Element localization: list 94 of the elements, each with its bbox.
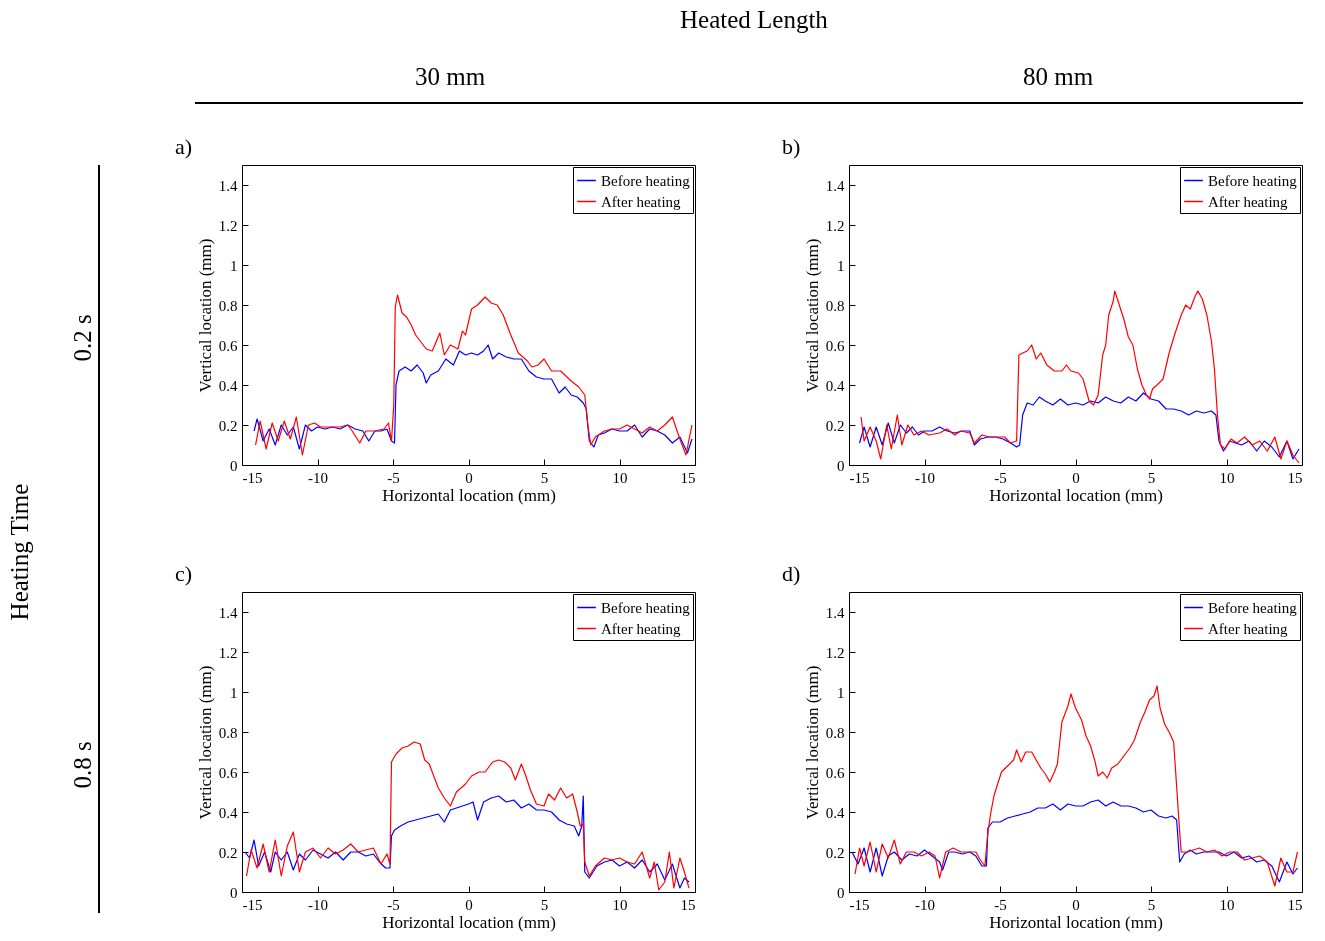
y-tick-label: 0.2 — [825, 844, 845, 861]
y-tick-label: 1.2 — [218, 217, 238, 234]
x-axis-title: Horizontal location (mm) — [382, 485, 556, 505]
legend-label: After heating — [601, 193, 682, 210]
x-tick-label: -10 — [915, 896, 935, 913]
x-tick-label: 10 — [612, 469, 628, 486]
x-tick-label: -5 — [387, 896, 400, 913]
line-series — [254, 294, 693, 456]
y-axis-title: Vertical location (mm) — [802, 665, 822, 820]
y-tick-label: 1 — [837, 684, 845, 701]
x-tick-label: -15 — [849, 896, 870, 913]
x-axis-title: Horizontal location (mm) — [382, 912, 556, 932]
x-tick-label: 5 — [540, 469, 549, 486]
y-tick-label: 0.4 — [825, 377, 845, 394]
y-tick-label: 0 — [230, 884, 238, 901]
x-tick-label: -15 — [242, 469, 263, 486]
legend-label: Before heating — [601, 172, 691, 189]
x-tick-label: 0 — [465, 469, 473, 486]
text: 0.2 s — [68, 314, 97, 362]
x-tick-label: 15 — [680, 896, 696, 913]
y-tick-label: 1 — [230, 684, 238, 701]
legend-label: After heating — [601, 620, 682, 637]
text: 80 mm — [1023, 63, 1094, 91]
y-tick-label: 1.4 — [825, 177, 845, 194]
text: Heated Length — [680, 6, 828, 34]
legend-label: After heating — [1208, 620, 1289, 637]
y-tick-label: 0.6 — [218, 764, 238, 781]
x-tick-label: 10 — [1219, 469, 1235, 486]
y-tick-label: 0.8 — [218, 297, 238, 314]
y-tick-label: 0.4 — [825, 804, 845, 821]
x-axis-title: Horizontal location (mm) — [989, 912, 1163, 932]
y-tick-label: 1 — [837, 257, 845, 274]
legend-label: Before heating — [601, 599, 691, 616]
line-series — [253, 344, 693, 454]
x-tick-label: 0 — [1072, 469, 1080, 486]
x-tick-label: 10 — [1219, 896, 1235, 913]
chart-title: b) — [782, 134, 801, 159]
y-tick-label: 0.4 — [218, 377, 238, 394]
text: 30 mm — [415, 63, 486, 91]
x-tick-label: 10 — [612, 896, 628, 913]
y-tick-label: 0.2 — [218, 844, 238, 861]
y-tick-label: 0 — [230, 457, 238, 474]
x-tick-label: -10 — [915, 469, 935, 486]
chart-title: a) — [175, 134, 193, 159]
y-tick-label: 0.8 — [825, 724, 845, 741]
x-tick-label: -15 — [849, 469, 870, 486]
x-tick-label: -15 — [242, 896, 263, 913]
y-tick-label: 0.6 — [825, 764, 845, 781]
y-tick-label: 0.8 — [218, 724, 238, 741]
x-tick-label: 15 — [680, 469, 696, 486]
chart-title: c) — [175, 561, 193, 586]
line-series — [854, 685, 1299, 887]
x-tick-label: -10 — [308, 469, 328, 486]
x-tick-label: 15 — [1287, 469, 1303, 486]
y-tick-label: 1.2 — [825, 644, 845, 661]
y-tick-label: 1.4 — [218, 177, 238, 194]
legend-label: Before heating — [1208, 172, 1298, 189]
y-axis-title: Vertical location (mm) — [195, 238, 215, 393]
line-series — [245, 741, 690, 891]
x-tick-label: -10 — [308, 896, 328, 913]
y-tick-label: 0.8 — [825, 297, 845, 314]
y-tick-label: 0 — [837, 884, 845, 901]
y-axis-title: Vertical location (mm) — [802, 238, 822, 393]
y-tick-label: 0.2 — [825, 417, 845, 434]
line-series — [244, 795, 690, 889]
y-tick-label: 1.2 — [218, 644, 238, 661]
y-tick-label: 1 — [230, 257, 238, 274]
x-tick-label: 5 — [1147, 469, 1156, 486]
y-tick-label: 1.2 — [825, 217, 845, 234]
y-tick-label: 0.4 — [218, 804, 238, 821]
text: 0.8 s — [68, 741, 97, 789]
y-tick-label: 0.2 — [218, 417, 238, 434]
y-tick-label: 0 — [837, 457, 845, 474]
x-tick-label: -5 — [994, 469, 1007, 486]
y-tick-label: 1.4 — [218, 604, 238, 621]
line-series — [860, 290, 1300, 464]
line-series — [851, 799, 1299, 883]
y-axis-title: Vertical location (mm) — [195, 665, 215, 820]
chart-title: d) — [782, 561, 801, 586]
text: Heating Time — [5, 483, 34, 621]
y-tick-label: 1.4 — [825, 604, 845, 621]
x-tick-label: 5 — [540, 896, 549, 913]
x-tick-label: 15 — [1287, 896, 1303, 913]
x-tick-label: 5 — [1147, 896, 1156, 913]
x-axis-title: Horizontal location (mm) — [989, 485, 1163, 505]
legend-label: Before heating — [1208, 599, 1298, 616]
legend-label: After heating — [1208, 193, 1289, 210]
y-tick-label: 0.6 — [218, 337, 238, 354]
x-tick-label: -5 — [387, 469, 400, 486]
y-tick-label: 0.6 — [825, 337, 845, 354]
x-tick-label: -5 — [994, 896, 1007, 913]
line-series — [858, 392, 1300, 460]
x-tick-label: 0 — [1072, 896, 1080, 913]
x-tick-label: 0 — [465, 896, 473, 913]
